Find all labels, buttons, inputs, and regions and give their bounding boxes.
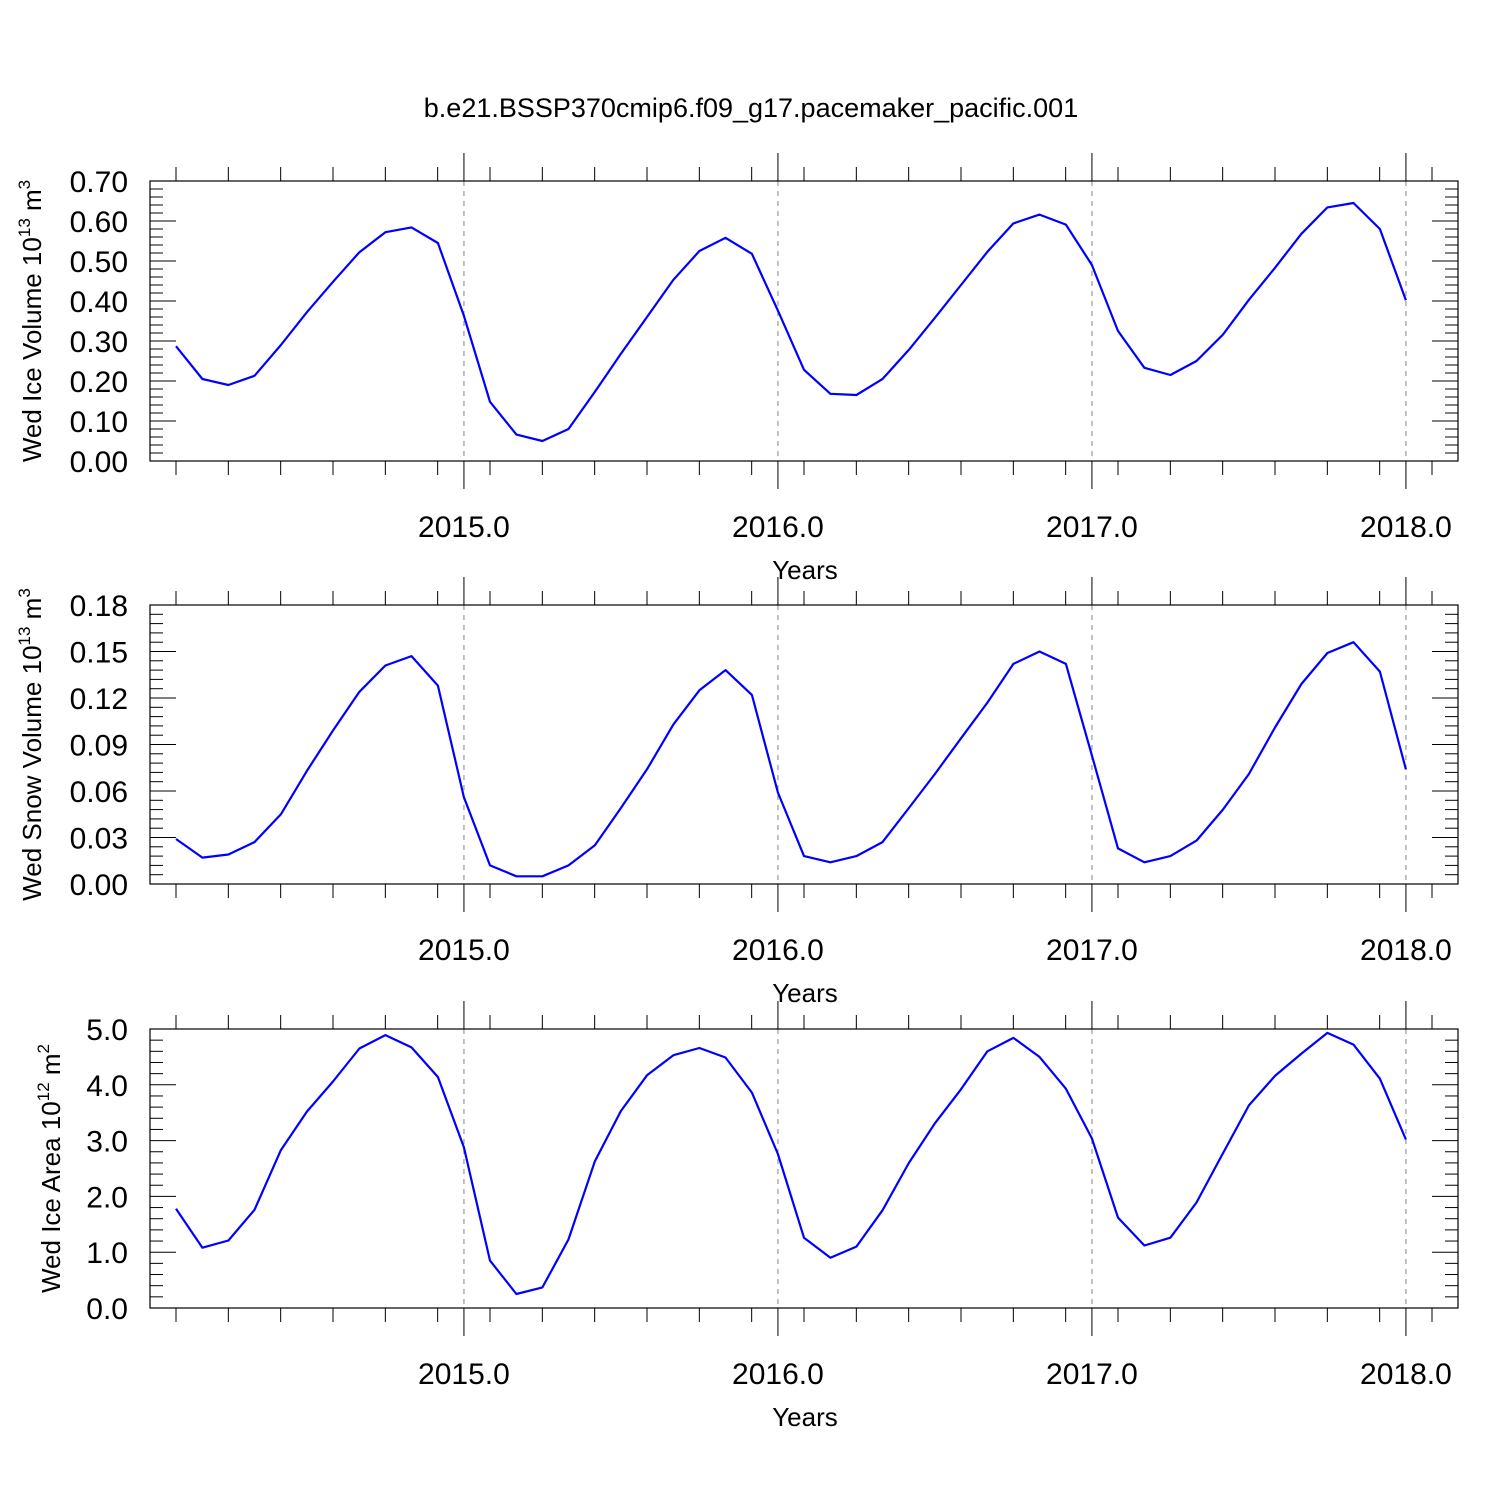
y-axis-label: Wed Snow Volume 1013 m3 <box>15 588 47 901</box>
chart-panel-1: 0.00 0.10 0.20 0.30 0.40 0.50 0.60 0.70 2015.0 20… <box>15 153 1459 585</box>
x-tick-label: 2018.0 <box>1360 934 1452 967</box>
y-tick-label: 1.0 <box>86 1237 128 1270</box>
x-axis-label: Years <box>772 1402 838 1432</box>
y-tick-label: 0.09 <box>70 730 128 763</box>
x-tick-label: 2018.0 <box>1360 511 1452 544</box>
x-tick-label: 2015.0 <box>418 511 510 544</box>
chart-panel-3: 0.0 1.0 2.0 3.0 4.0 5.0 2015.0 2016.0 2017.0 2018… <box>34 1001 1459 1432</box>
figure-title: b.e21.BSSP370cmip6.f09_g17.pacemaker_pac… <box>424 93 1078 123</box>
y-tick-label: 0.40 <box>70 286 128 319</box>
y-tick-label: 0.00 <box>70 869 128 902</box>
y-tick-label: 0.20 <box>70 366 128 399</box>
y-tick-label: 0.10 <box>70 406 128 439</box>
y-tick-label: 4.0 <box>86 1070 128 1103</box>
x-tick-label: 2016.0 <box>732 1358 824 1391</box>
y-tick-label: 0.00 <box>70 446 128 479</box>
series-line <box>175 201 1407 443</box>
x-tick-label: 2016.0 <box>732 511 824 544</box>
plot-frame <box>149 1028 1459 1309</box>
chart-panel-2: 0.00 0.03 0.06 0.09 0.12 0.15 0.18 2015.0 2016.0… <box>15 577 1459 1008</box>
y-tick-label: 2.0 <box>86 1181 128 1214</box>
series-line <box>175 641 1407 878</box>
y-tick-label: 0.15 <box>70 637 128 670</box>
y-axis-label: Wed Ice Area 1012 m2 <box>34 1044 66 1293</box>
series-line <box>175 1031 1407 1296</box>
y-tick-label: 0.70 <box>70 166 128 199</box>
x-tick-label: 2017.0 <box>1046 934 1138 967</box>
x-axis-label: Years <box>772 555 838 585</box>
y-tick-label: 3.0 <box>86 1126 128 1159</box>
panels: 0.00 0.10 0.20 0.30 0.40 0.50 0.60 0.70 2015.0 20… <box>15 153 1459 1432</box>
x-tick-label: 2017.0 <box>1046 511 1138 544</box>
y-axis-label: Wed Ice Volume 1013 m3 <box>15 180 47 462</box>
x-tick-label: 2017.0 <box>1046 1358 1138 1391</box>
y-tick-label: 0.03 <box>70 823 128 856</box>
y-tick-label: 0.12 <box>70 683 128 716</box>
y-tick-label: 0.06 <box>70 776 128 809</box>
y-tick-label: 0.50 <box>70 246 128 279</box>
x-tick-label: 2018.0 <box>1360 1358 1452 1391</box>
plot-frame <box>149 180 1459 462</box>
x-tick-label: 2015.0 <box>418 1358 510 1391</box>
x-tick-label: 2016.0 <box>732 934 824 967</box>
y-tick-label: 0.18 <box>70 590 128 623</box>
x-axis-label: Years <box>772 978 838 1008</box>
y-tick-label: 5.0 <box>86 1014 128 1047</box>
plot-frame <box>149 604 1459 885</box>
y-tick-label: 0.30 <box>70 326 128 359</box>
y-tick-label: 0.0 <box>86 1293 128 1326</box>
x-tick-label: 2015.0 <box>418 934 510 967</box>
y-tick-label: 0.60 <box>70 206 128 239</box>
